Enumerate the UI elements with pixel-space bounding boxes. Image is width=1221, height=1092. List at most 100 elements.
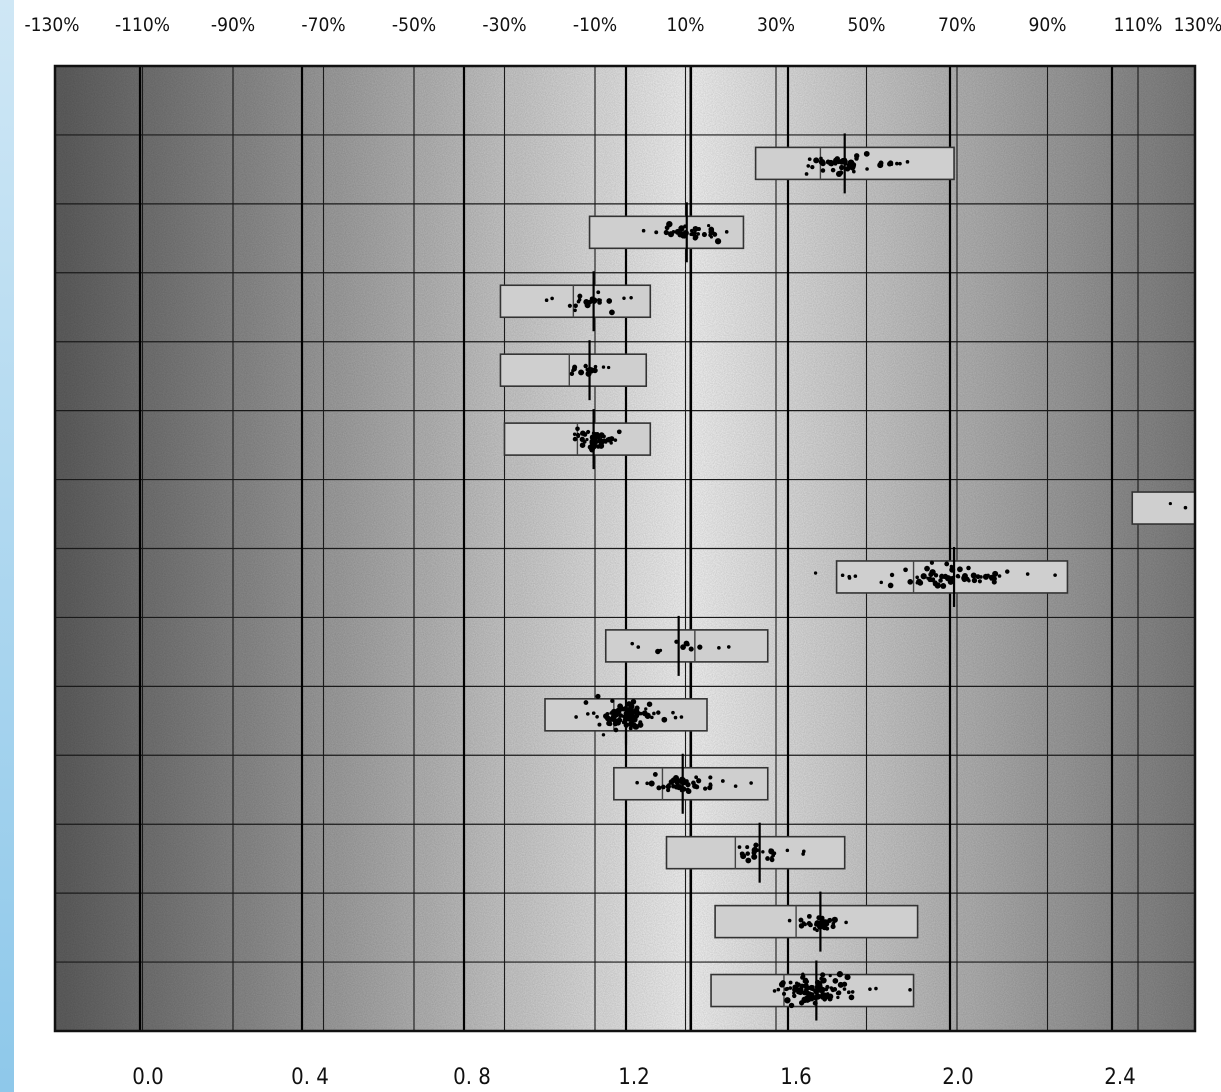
data-point xyxy=(671,784,676,789)
data-point xyxy=(694,775,699,780)
data-point xyxy=(689,228,694,233)
data-point xyxy=(844,974,851,981)
top-axis-tick-label: 130% xyxy=(1174,14,1221,36)
data-point xyxy=(644,707,648,711)
data-point xyxy=(788,980,793,985)
data-point xyxy=(836,990,842,996)
data-point xyxy=(822,996,828,1002)
data-point xyxy=(815,928,819,933)
data-point xyxy=(825,984,830,990)
data-point xyxy=(597,722,602,727)
data-point xyxy=(595,714,599,719)
data-point xyxy=(621,720,626,725)
data-point xyxy=(929,569,936,576)
data-point xyxy=(609,309,615,316)
data-point xyxy=(804,996,811,1003)
data-point xyxy=(955,573,961,579)
data-point xyxy=(792,986,798,993)
top-axis-labels: -130% -110% -90% -70% -50% -30% -10% 10% 30% 50% 7… xyxy=(24,14,1221,36)
data-point xyxy=(603,713,609,719)
data-point xyxy=(908,988,912,992)
data-point xyxy=(688,646,694,652)
data-point xyxy=(634,708,640,715)
data-point xyxy=(696,232,700,236)
data-point xyxy=(903,567,908,573)
data-point xyxy=(583,363,588,369)
data-point xyxy=(583,299,590,305)
data-point xyxy=(932,580,938,586)
data-point xyxy=(703,786,708,791)
data-point xyxy=(606,720,612,727)
data-point xyxy=(580,432,584,436)
data-point xyxy=(589,367,594,372)
data-point xyxy=(850,990,855,994)
data-point xyxy=(579,442,586,449)
data-point xyxy=(696,778,702,784)
data-row xyxy=(499,271,652,332)
data-point xyxy=(776,987,781,992)
data-point xyxy=(1005,569,1010,574)
top-axis-tick-label: -130% xyxy=(24,14,79,36)
data-point xyxy=(836,971,844,978)
data-point xyxy=(637,722,644,728)
bottom-axis-tick-label: 0.0 xyxy=(132,1065,163,1090)
data-point xyxy=(575,426,580,432)
data-row xyxy=(710,960,915,1021)
top-axis-tick-label: 90% xyxy=(1029,14,1067,36)
data-point xyxy=(620,706,625,712)
data-point xyxy=(574,715,578,719)
data-point xyxy=(601,733,606,737)
data-point xyxy=(597,300,602,305)
data-point xyxy=(907,579,914,585)
data-point xyxy=(645,781,649,786)
data-point xyxy=(813,157,820,164)
data-point xyxy=(798,917,804,923)
data-row xyxy=(613,753,769,814)
data-point xyxy=(832,987,838,992)
data-point xyxy=(761,850,765,854)
data-point xyxy=(778,981,786,988)
data-point xyxy=(661,716,668,723)
data-point xyxy=(630,641,635,646)
data-point xyxy=(844,166,851,172)
data-point xyxy=(717,646,721,650)
page-edge-strip xyxy=(0,0,14,1092)
data-point xyxy=(572,364,578,370)
data-point xyxy=(689,232,694,237)
data-point xyxy=(852,169,856,174)
data-point xyxy=(847,159,854,166)
bottom-axis-tick-label: 2.4 xyxy=(1104,1065,1135,1090)
data-point xyxy=(615,707,622,714)
data-point xyxy=(606,298,613,304)
data-point xyxy=(765,856,770,861)
data-point xyxy=(800,974,806,979)
data-point xyxy=(819,986,826,993)
data-point xyxy=(992,570,999,577)
data-point xyxy=(586,712,590,716)
data-point xyxy=(988,574,995,581)
data-point xyxy=(962,573,968,579)
data-point xyxy=(948,576,955,582)
data-point xyxy=(819,976,824,981)
data-point xyxy=(585,437,589,442)
data-point xyxy=(868,987,872,991)
data-point xyxy=(986,573,990,578)
data-point xyxy=(676,784,683,791)
data-point xyxy=(709,235,713,239)
data-point xyxy=(854,153,860,159)
data-point xyxy=(1168,501,1172,506)
data-point xyxy=(609,441,613,445)
data-point xyxy=(572,432,577,436)
data-point xyxy=(848,994,855,1001)
data-point xyxy=(646,701,653,707)
data-point xyxy=(696,226,701,232)
data-point xyxy=(751,853,758,860)
data-point xyxy=(655,648,661,655)
grid-lines xyxy=(55,66,1195,1031)
data-point xyxy=(847,574,852,579)
data-point xyxy=(745,845,750,850)
data-point xyxy=(878,160,884,166)
data-point xyxy=(577,293,583,299)
